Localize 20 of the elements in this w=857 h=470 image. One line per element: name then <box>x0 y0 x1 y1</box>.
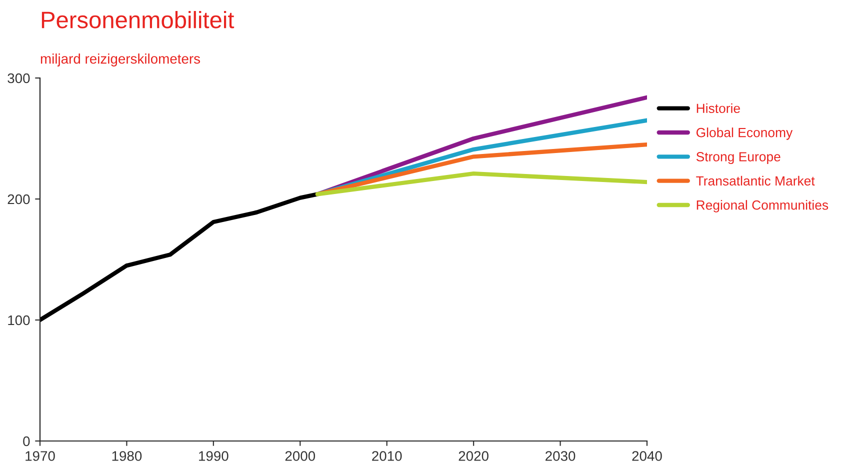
x-tick-label: 2000 <box>285 451 316 461</box>
legend-label: Historie <box>696 103 740 114</box>
y-tick-label: 0 <box>23 436 30 446</box>
legend-label: Regional Communities <box>696 200 828 212</box>
x-tick-label: 1990 <box>199 451 228 461</box>
legend-label: Global Economy <box>696 128 793 140</box>
chart-title: Personenmobiliteit <box>42 10 234 28</box>
x-tick-label: 2040 <box>632 451 662 461</box>
legend-label: Transatlantic Market <box>696 176 815 186</box>
legend-label: Strong Europe <box>696 152 780 164</box>
x-tick-label: 2030 <box>546 451 576 461</box>
chart-subtitle: miljard reizigerskilometers <box>40 54 200 66</box>
x-tick-label: 2020 <box>458 451 488 461</box>
line-series <box>40 192 320 322</box>
y-tick-label: 200 <box>8 194 30 204</box>
x-tick-label: 2010 <box>372 451 402 461</box>
x-tick-label: 1980 <box>112 451 142 461</box>
x-tick-label: 1970 <box>26 451 55 461</box>
y-tick-label: 300 <box>8 73 30 84</box>
y-tick-label: 100 <box>8 315 30 326</box>
